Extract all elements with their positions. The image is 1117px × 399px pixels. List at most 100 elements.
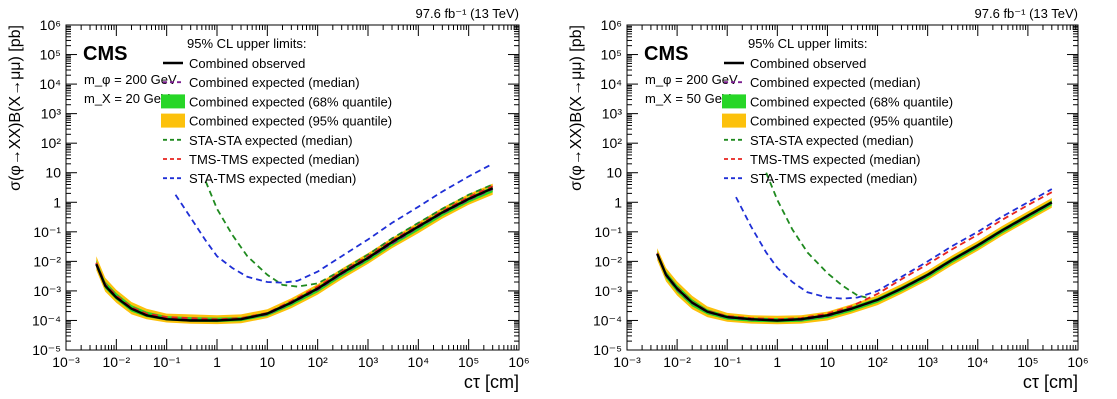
legend-label: Combined observed xyxy=(750,56,866,71)
y-tick-label: 10² xyxy=(602,135,623,151)
y-tick-label: 10³ xyxy=(41,106,62,122)
y-tick-label: 10⁶ xyxy=(40,17,61,33)
legend-entry: TMS-TMS expected (median) xyxy=(163,152,360,167)
series-line-sta-sta-expected-median xyxy=(204,181,494,288)
lumi-label: 97.6 fb⁻¹ (13 TeV) xyxy=(975,6,1078,21)
legend-label: Combined expected (median) xyxy=(189,75,360,90)
series-line-tms-tms-expected-median xyxy=(656,191,1053,321)
x-tick-label: 10³ xyxy=(358,354,379,370)
y-tick-label: 10⁻¹ xyxy=(33,224,61,240)
legend-entry: STA-STA expected (median) xyxy=(163,133,353,148)
x-tick-label: 10⁴ xyxy=(408,354,430,370)
y-tick-label: 10⁻³ xyxy=(594,283,622,299)
y-tick-label: 10⁴ xyxy=(600,76,622,92)
legend-label: TMS-TMS expected (median) xyxy=(189,152,360,167)
legend-entry: Combined expected (68% quantile) xyxy=(161,94,392,109)
y-tick-label: 10⁻⁴ xyxy=(32,312,61,328)
lumi-label: 97.6 fb⁻¹ (13 TeV) xyxy=(416,6,519,21)
legend-entry: STA-STA expected (median) xyxy=(724,133,914,148)
plot-area xyxy=(95,163,494,325)
plot-frame xyxy=(626,24,1079,351)
y-tick-label: 1 xyxy=(53,194,61,210)
legend-entry: Combined expected (median) xyxy=(724,75,921,90)
x-axis-label: cτ [cm] xyxy=(1023,372,1078,392)
legend-label: Combined expected (68% quantile) xyxy=(189,94,392,109)
legend-title: 95% CL upper limits: xyxy=(748,36,867,51)
y-tick-label: 1 xyxy=(614,194,622,210)
legend-label: Combined expected (95% quantile) xyxy=(750,114,953,129)
chart-panel-2: 10⁻³ 10⁻² 10⁻¹ 1 10 10² 10³ 10⁴ 10⁵ 10⁶ 10⁻⁵ 10⁻⁴ 10… xyxy=(568,6,1089,392)
legend-label: TMS-TMS expected (median) xyxy=(750,152,921,167)
y-tick-label: 10⁻⁴ xyxy=(593,312,622,328)
legend-label: STA-STA expected (median) xyxy=(189,133,353,148)
x-tick-label: 10² xyxy=(867,354,888,370)
legend-swatch xyxy=(722,113,746,128)
x-tick-label: 10⁻¹ xyxy=(713,354,741,370)
legend-label: Combined observed xyxy=(189,56,305,71)
x-tick-label: 10⁵ xyxy=(458,354,479,370)
x-tick-label: 10³ xyxy=(918,354,939,370)
x-tick-label: 10⁻³ xyxy=(52,354,80,370)
series-line-tms-tms-expected-median xyxy=(95,185,494,321)
series-line-combined-observed xyxy=(95,187,494,322)
legend-label: STA-TMS expected (median) xyxy=(750,171,917,186)
y-tick-label: 10⁻¹ xyxy=(594,224,622,240)
y-tick-label: 10⁵ xyxy=(40,47,61,63)
series-line-sta-tms-expected-median xyxy=(174,163,494,284)
y-tick-label: 10 xyxy=(45,165,61,181)
legend-entry: STA-TMS expected (median) xyxy=(163,171,356,186)
band-95 xyxy=(657,198,1052,325)
legend-entry: Combined expected (95% quantile) xyxy=(722,113,953,129)
legend-entry: TMS-TMS expected (median) xyxy=(724,152,921,167)
series-line-combined-expected-median xyxy=(656,202,1053,322)
y-axis-label: σ(φ→XX)B(X→μμ) [pb] xyxy=(568,25,585,191)
x-tick-label: 10 xyxy=(820,354,836,370)
y-tick-label: 10⁴ xyxy=(39,76,61,92)
legend-entry: STA-TMS expected (median) xyxy=(724,171,917,186)
cms-label: CMS xyxy=(644,43,688,65)
x-tick-label: 10⁶ xyxy=(508,354,529,370)
series-line-combined-observed xyxy=(656,201,1053,322)
legend-label: Combined expected (68% quantile) xyxy=(750,94,953,109)
y-tick-label: 10⁻⁵ xyxy=(32,342,61,358)
x-tick-label: 1 xyxy=(773,354,781,370)
y-tick-label: 10 xyxy=(606,165,622,181)
mass-label: m_φ = 200 GeV xyxy=(645,72,738,87)
y-tick-label: 10⁻² xyxy=(33,253,61,269)
legend-entry: Combined observed xyxy=(724,56,866,71)
legend-entry: Combined expected (68% quantile) xyxy=(722,94,953,109)
x-tick-label: 10⁵ xyxy=(1017,354,1038,370)
legend-label: Combined expected (95% quantile) xyxy=(189,114,392,129)
y-tick-label: 10² xyxy=(41,135,62,151)
y-tick-label: 10³ xyxy=(602,106,623,122)
x-tick-label: 10⁻¹ xyxy=(153,354,181,370)
x-tick-label: 10⁻² xyxy=(103,354,131,370)
legend-entry: Combined observed xyxy=(163,56,305,71)
x-tick-label: 1 xyxy=(213,354,221,370)
series-line-sta-tms-expected-median xyxy=(735,188,1053,300)
legend-label: STA-TMS expected (median) xyxy=(189,171,356,186)
cms-label: CMS xyxy=(83,43,127,65)
x-axis-label: cτ [cm] xyxy=(464,372,519,392)
legend-title: 95% CL upper limits: xyxy=(187,36,306,51)
y-tick-label: 10⁵ xyxy=(601,47,622,63)
y-tick-label: 10⁻³ xyxy=(33,283,61,299)
y-axis-label: σ(φ→XX)B(X→μμ) [pb] xyxy=(7,25,24,191)
legend-swatch xyxy=(161,113,185,128)
legend-swatch xyxy=(161,94,185,109)
mass-label: m_φ = 200 GeV xyxy=(84,72,177,87)
plot-frame xyxy=(65,24,520,351)
x-tick-label: 10⁻² xyxy=(663,354,691,370)
x-tick-label: 10⁻³ xyxy=(613,354,641,370)
series-line-sta-sta-expected-median xyxy=(765,172,867,299)
x-tick-label: 10⁶ xyxy=(1067,354,1088,370)
x-tick-label: 10⁴ xyxy=(967,354,989,370)
legend-entry: Combined expected (median) xyxy=(163,75,360,90)
plot-area xyxy=(656,172,1053,325)
mass-label: m_X = 50 GeV xyxy=(645,91,731,106)
y-tick-label: 10⁻² xyxy=(594,253,622,269)
chart-panel-1: 10⁻³ 10⁻² 10⁻¹ 1 10 10² 10³ 10⁴ 10⁵ 10⁶ 10⁻⁵ 10⁻⁴ 10… xyxy=(7,6,530,392)
x-tick-label: 10 xyxy=(260,354,276,370)
